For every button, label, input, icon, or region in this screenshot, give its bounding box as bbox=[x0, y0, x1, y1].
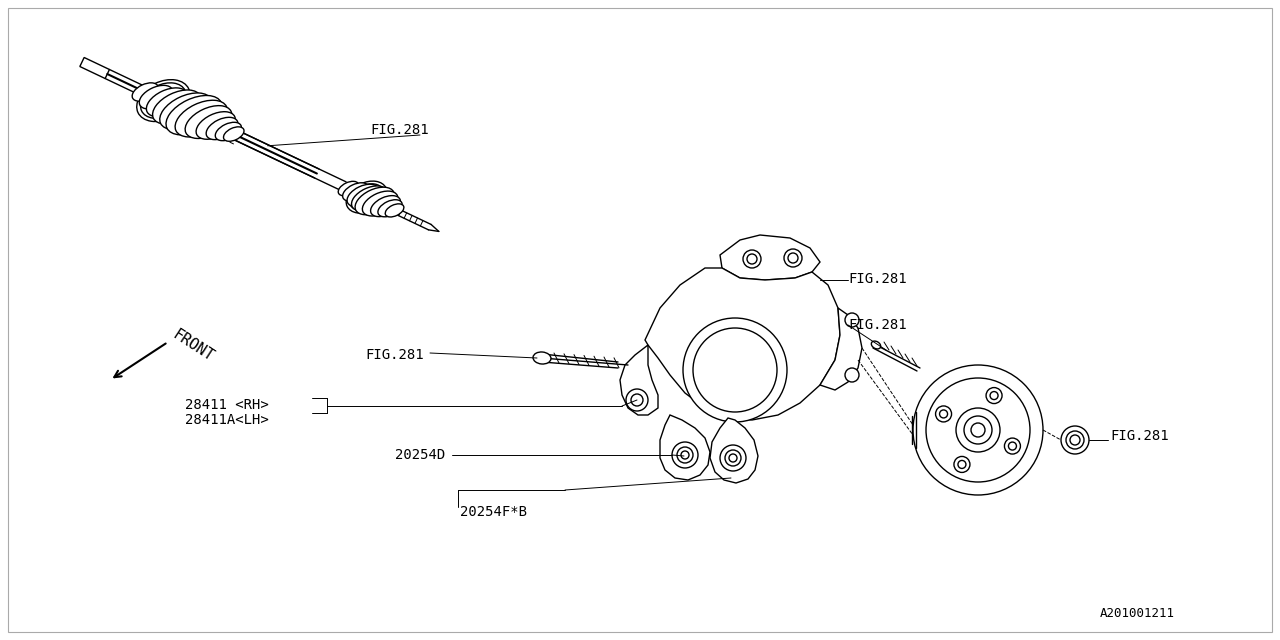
Text: FIG.281: FIG.281 bbox=[849, 272, 906, 286]
Text: A201001211: A201001211 bbox=[1100, 607, 1175, 620]
Ellipse shape bbox=[166, 95, 221, 135]
Circle shape bbox=[1061, 426, 1089, 454]
Circle shape bbox=[936, 406, 951, 422]
Text: 20254D: 20254D bbox=[396, 448, 445, 462]
Text: FIG.281: FIG.281 bbox=[365, 348, 424, 362]
Text: 28411 <RH>: 28411 <RH> bbox=[186, 398, 269, 412]
Polygon shape bbox=[660, 415, 710, 480]
Text: 20254F*B: 20254F*B bbox=[460, 505, 527, 519]
Polygon shape bbox=[820, 308, 861, 390]
Circle shape bbox=[631, 394, 643, 406]
Polygon shape bbox=[710, 418, 758, 483]
Circle shape bbox=[954, 456, 970, 472]
Circle shape bbox=[1005, 438, 1020, 454]
Circle shape bbox=[1009, 442, 1016, 450]
Circle shape bbox=[925, 378, 1030, 482]
Ellipse shape bbox=[346, 181, 387, 213]
Circle shape bbox=[940, 410, 947, 418]
Text: FIG.281: FIG.281 bbox=[1110, 429, 1169, 443]
Ellipse shape bbox=[196, 112, 236, 140]
Ellipse shape bbox=[137, 79, 189, 122]
Ellipse shape bbox=[371, 196, 401, 216]
Circle shape bbox=[719, 445, 746, 471]
Circle shape bbox=[783, 249, 803, 267]
Circle shape bbox=[956, 408, 1000, 452]
Ellipse shape bbox=[152, 90, 201, 124]
Circle shape bbox=[957, 460, 966, 468]
Circle shape bbox=[681, 451, 689, 459]
Circle shape bbox=[692, 328, 777, 412]
Circle shape bbox=[845, 313, 859, 327]
Polygon shape bbox=[79, 58, 109, 79]
Circle shape bbox=[730, 454, 737, 462]
Ellipse shape bbox=[140, 85, 173, 109]
Circle shape bbox=[724, 450, 741, 466]
Ellipse shape bbox=[175, 100, 228, 137]
Text: 28411A<LH>: 28411A<LH> bbox=[186, 413, 269, 427]
Circle shape bbox=[672, 442, 698, 468]
Ellipse shape bbox=[206, 117, 238, 140]
Circle shape bbox=[989, 392, 998, 399]
Circle shape bbox=[788, 253, 797, 263]
Text: FIG.281: FIG.281 bbox=[370, 123, 429, 137]
Ellipse shape bbox=[385, 204, 404, 217]
Circle shape bbox=[972, 423, 986, 437]
Circle shape bbox=[1066, 431, 1084, 449]
Ellipse shape bbox=[343, 183, 369, 201]
Circle shape bbox=[986, 388, 1002, 404]
Ellipse shape bbox=[352, 186, 387, 211]
Ellipse shape bbox=[224, 127, 244, 141]
Ellipse shape bbox=[160, 93, 212, 130]
Ellipse shape bbox=[872, 341, 881, 349]
Ellipse shape bbox=[146, 88, 187, 116]
Text: FRONT: FRONT bbox=[170, 328, 216, 365]
Circle shape bbox=[913, 365, 1043, 495]
Ellipse shape bbox=[378, 200, 402, 217]
Circle shape bbox=[742, 250, 762, 268]
Text: FIG.281: FIG.281 bbox=[849, 318, 906, 332]
Circle shape bbox=[845, 368, 859, 382]
Ellipse shape bbox=[132, 83, 159, 101]
Ellipse shape bbox=[362, 191, 398, 216]
Circle shape bbox=[1070, 435, 1080, 445]
Polygon shape bbox=[645, 268, 840, 420]
FancyBboxPatch shape bbox=[8, 8, 1272, 632]
Ellipse shape bbox=[215, 122, 242, 141]
Polygon shape bbox=[719, 235, 820, 280]
Ellipse shape bbox=[532, 352, 550, 364]
Ellipse shape bbox=[349, 184, 384, 211]
Ellipse shape bbox=[355, 187, 394, 215]
Ellipse shape bbox=[338, 181, 358, 196]
Circle shape bbox=[684, 318, 787, 422]
Ellipse shape bbox=[141, 83, 186, 118]
Circle shape bbox=[677, 447, 692, 463]
Circle shape bbox=[964, 416, 992, 444]
Ellipse shape bbox=[186, 106, 232, 138]
Circle shape bbox=[626, 389, 648, 411]
Polygon shape bbox=[620, 345, 658, 415]
Ellipse shape bbox=[347, 184, 379, 207]
Circle shape bbox=[748, 254, 756, 264]
